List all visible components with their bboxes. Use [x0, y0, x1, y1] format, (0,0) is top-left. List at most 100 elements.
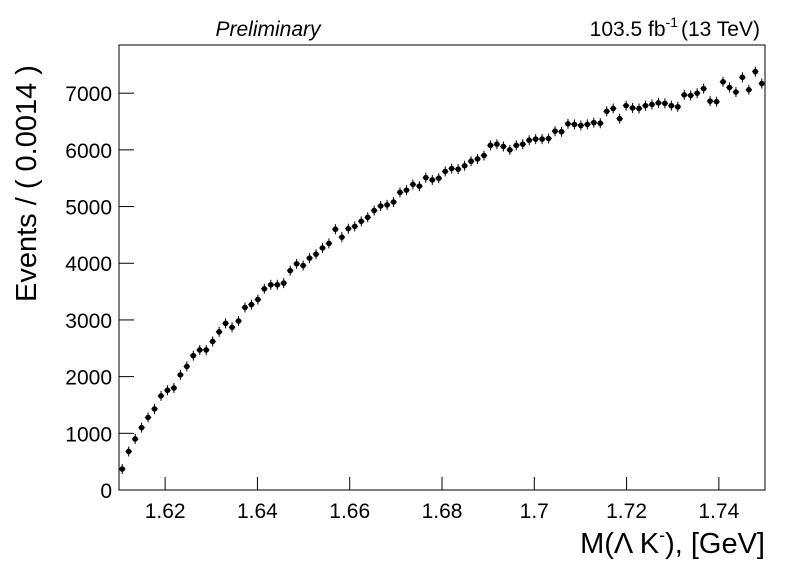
y-axis-title: Events / ( 0.0014 ) [11, 65, 43, 302]
data-point [700, 85, 707, 92]
data-point [487, 142, 494, 149]
y-tick-label: 5000 [65, 197, 112, 220]
data-point [145, 414, 151, 421]
data-point [151, 406, 158, 412]
data-point [578, 122, 584, 129]
data-point [636, 105, 642, 112]
y-tick-label: 6000 [65, 140, 112, 163]
data-point [746, 86, 752, 93]
data-point [752, 68, 759, 75]
x-tick-label: 1.72 [606, 500, 647, 523]
data-point [190, 352, 197, 359]
plot-frame [118, 44, 766, 491]
data-point [662, 100, 668, 107]
lumi: 103.5 fb [590, 18, 666, 41]
x-tick-label: 1.74 [698, 500, 739, 523]
data-point [184, 363, 190, 370]
x-tick-label: 1.62 [145, 500, 186, 523]
data-point [158, 393, 164, 399]
data-point [500, 143, 507, 150]
data-point [545, 135, 552, 142]
y-tick-label: 1000 [65, 423, 112, 446]
data-point [196, 347, 203, 353]
x-tick-label: 1.7 [520, 500, 549, 523]
data-point [758, 80, 765, 87]
data-point [655, 100, 662, 106]
data-point [358, 218, 365, 225]
data-point [416, 183, 423, 189]
energy: (13 TeV) [681, 18, 760, 41]
data-point [377, 203, 384, 209]
data-point [507, 147, 513, 153]
data-point [681, 92, 688, 98]
data-point [119, 466, 126, 472]
data-point [423, 174, 429, 181]
data-point [293, 261, 300, 267]
data-point [461, 162, 468, 169]
data-point [371, 207, 377, 214]
data-point [351, 223, 358, 230]
data-point [739, 74, 746, 81]
y-tick-label: 7000 [65, 83, 112, 106]
data-point [268, 281, 274, 288]
data-point [539, 136, 545, 142]
data-point [326, 240, 332, 247]
data-point [720, 79, 726, 85]
data-point [229, 324, 235, 331]
data-point [300, 262, 306, 269]
data-point [532, 136, 539, 142]
y-tick-label: 3000 [65, 310, 112, 333]
data-point [287, 267, 293, 274]
data-point [306, 255, 313, 261]
x-axis-title: M(Λ K-), [GeV] [580, 525, 765, 560]
data-point [125, 448, 132, 455]
data-point [274, 281, 281, 288]
data-point [694, 90, 700, 96]
data-point [280, 280, 287, 286]
data-point [384, 202, 390, 208]
data-point [584, 121, 591, 128]
y-tick-label: 2000 [65, 367, 112, 390]
data-point [429, 177, 436, 183]
data-point [364, 214, 371, 221]
data-point [733, 89, 739, 95]
data-point [403, 187, 410, 193]
lumi-label: 103.5 fb-1 (13 TeV) [590, 14, 760, 41]
data-point [526, 137, 533, 144]
data-point [435, 175, 442, 182]
data-point [668, 102, 675, 109]
data-point [332, 226, 339, 233]
data-point [397, 189, 403, 196]
data-point [494, 141, 500, 148]
data-point [591, 119, 597, 126]
data-point [242, 304, 248, 311]
data-point [203, 347, 210, 353]
data-point [519, 141, 526, 148]
preliminary-label: Preliminary [215, 18, 322, 41]
data-point [171, 385, 177, 391]
data-point [248, 301, 255, 308]
data-point [138, 424, 145, 431]
data-point [513, 142, 520, 149]
data-point [597, 120, 604, 127]
data-point [222, 320, 229, 327]
data-point [164, 387, 171, 394]
data-point [565, 120, 571, 127]
y-tick-label: 0 [100, 480, 112, 503]
data-point [410, 181, 416, 188]
data-point [209, 338, 216, 345]
data-point [235, 318, 242, 324]
data-point [571, 121, 578, 128]
data-point [177, 372, 184, 378]
data-point [629, 105, 636, 111]
data-point [261, 285, 268, 292]
data-point [442, 168, 449, 175]
data-point [603, 108, 610, 115]
data-point [552, 128, 558, 134]
data-point [481, 152, 487, 159]
data-point [255, 296, 261, 303]
data-point [339, 234, 345, 240]
data-point [687, 92, 694, 99]
data-point [474, 156, 481, 162]
